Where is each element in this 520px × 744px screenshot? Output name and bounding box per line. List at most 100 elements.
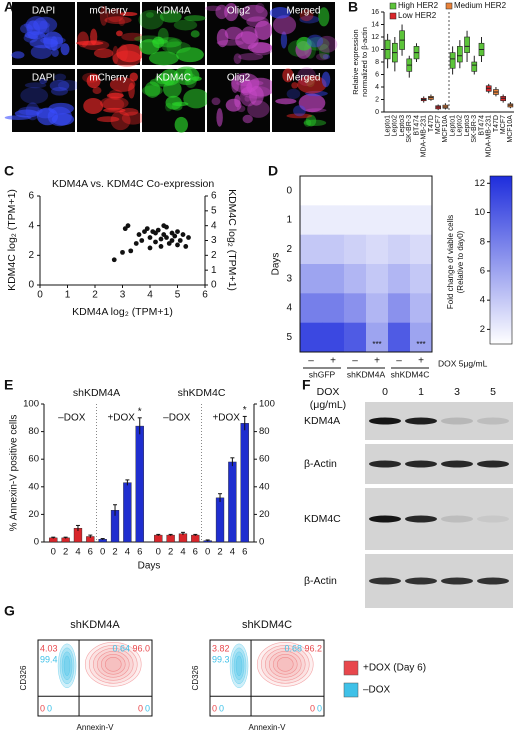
y-tick-label: 0 [375,109,379,116]
signal [145,12,154,18]
band [405,417,437,425]
signal [54,73,67,81]
signal [29,37,59,49]
treatment-label: DOX 5μg/mL [438,358,488,368]
colorbar-tick-label: 2 [480,324,485,335]
signal [239,4,268,22]
y-tick-label: 10 [371,46,379,53]
panel-label: D [268,163,278,179]
signal [321,71,331,88]
signal [138,9,164,30]
signal [242,114,253,124]
x-tick-label: MDA-MB-231 [421,115,428,158]
signal [118,18,125,27]
dose-label: 5 [490,386,496,398]
x-tick-label: BT474 [478,115,485,136]
y-tick-label: 2 [28,250,34,261]
y2-tick-label: 80 [259,426,270,437]
point [144,226,150,232]
bar [191,534,200,543]
signal [96,116,120,123]
signal [296,36,312,51]
x-tick-label: 4 [147,290,153,301]
panel-title: shKDM4C [178,387,226,399]
band [369,515,401,523]
signal [303,119,327,127]
y2-tick-label: 0 [259,537,264,548]
flow-title: shKDM4A [70,619,120,631]
flow-title: shKDM4C [242,619,292,631]
signal [51,48,59,57]
y-tick-label: 0 [28,280,34,291]
y2-tick-label: 2 [211,250,217,261]
signal [246,16,269,28]
colorbar-label: Fold change of viable cells [446,215,455,309]
y-axis-label: % Annexin-V positive cells [9,415,20,532]
y2-tick-label: 20 [259,509,270,520]
band [405,577,437,585]
blot-strip [365,554,513,608]
x-tick-label: T47D [493,115,500,132]
signal [297,75,327,94]
y-tick-label: 80 [28,426,39,437]
x-tick-label: 0 [205,547,210,558]
point [169,238,175,243]
y2-tick-label: 60 [259,454,270,465]
heatmap-cell [388,322,411,353]
band-label: KDM4C [304,513,341,525]
error-bar [75,524,80,531]
signal [319,44,330,60]
density-contour [57,643,77,689]
flow-y-label: CD326 [191,665,200,690]
heatmap-border [299,175,433,353]
signal [25,102,40,121]
signal [92,86,102,95]
signal [82,72,100,83]
panel-label: F [302,377,311,393]
bar [166,534,175,543]
error-bar [88,534,93,538]
density-contour [63,655,71,677]
signal [318,7,330,27]
condition-label: –DOX [163,413,191,424]
row-label: 0 [286,185,292,196]
signal [60,43,70,56]
band-label: β-Actin [304,575,337,587]
heatmap-cell [322,264,345,294]
dose-label: 1 [418,386,424,398]
heatmap-cell [388,234,411,265]
signal [148,51,179,66]
micrograph: Merged [269,2,338,65]
y-tick-label: 20 [28,509,39,520]
density-contour [88,645,138,684]
band [477,417,509,425]
heatmap-cell [388,176,411,206]
channel-label: Merged [287,6,321,17]
legend-swatch [343,660,359,676]
cell-label: *** [416,340,425,349]
signal [164,102,173,112]
row-label: 4 [286,303,292,314]
x-tick-label: Lepto2 [392,115,399,137]
channel-label: Merged [287,73,321,84]
x-tick-label: 0 [51,547,56,558]
condition-label: +DOX [107,413,135,424]
signal [112,45,119,65]
density-contour [84,642,142,687]
x-tick-label: MCF10A [442,115,449,143]
y2-tick-label: 6 [211,191,217,202]
signal [152,36,165,49]
signal [247,100,270,118]
x-tick-label: SK-BR-3 [406,115,413,143]
signal [280,31,288,49]
heatmap-cell [322,205,345,235]
x-tick-label: BT474 [413,115,420,136]
y2-tick-label: 3 [211,235,217,246]
y-tick-label: 12 [371,34,379,41]
signal [211,97,221,106]
column-label: + [418,356,424,367]
x-tick-label: 6 [193,547,198,558]
signal [305,37,330,51]
x-axis-label: KDM4A log₂ (TPM+1) [72,306,173,318]
error-bar [193,533,198,536]
